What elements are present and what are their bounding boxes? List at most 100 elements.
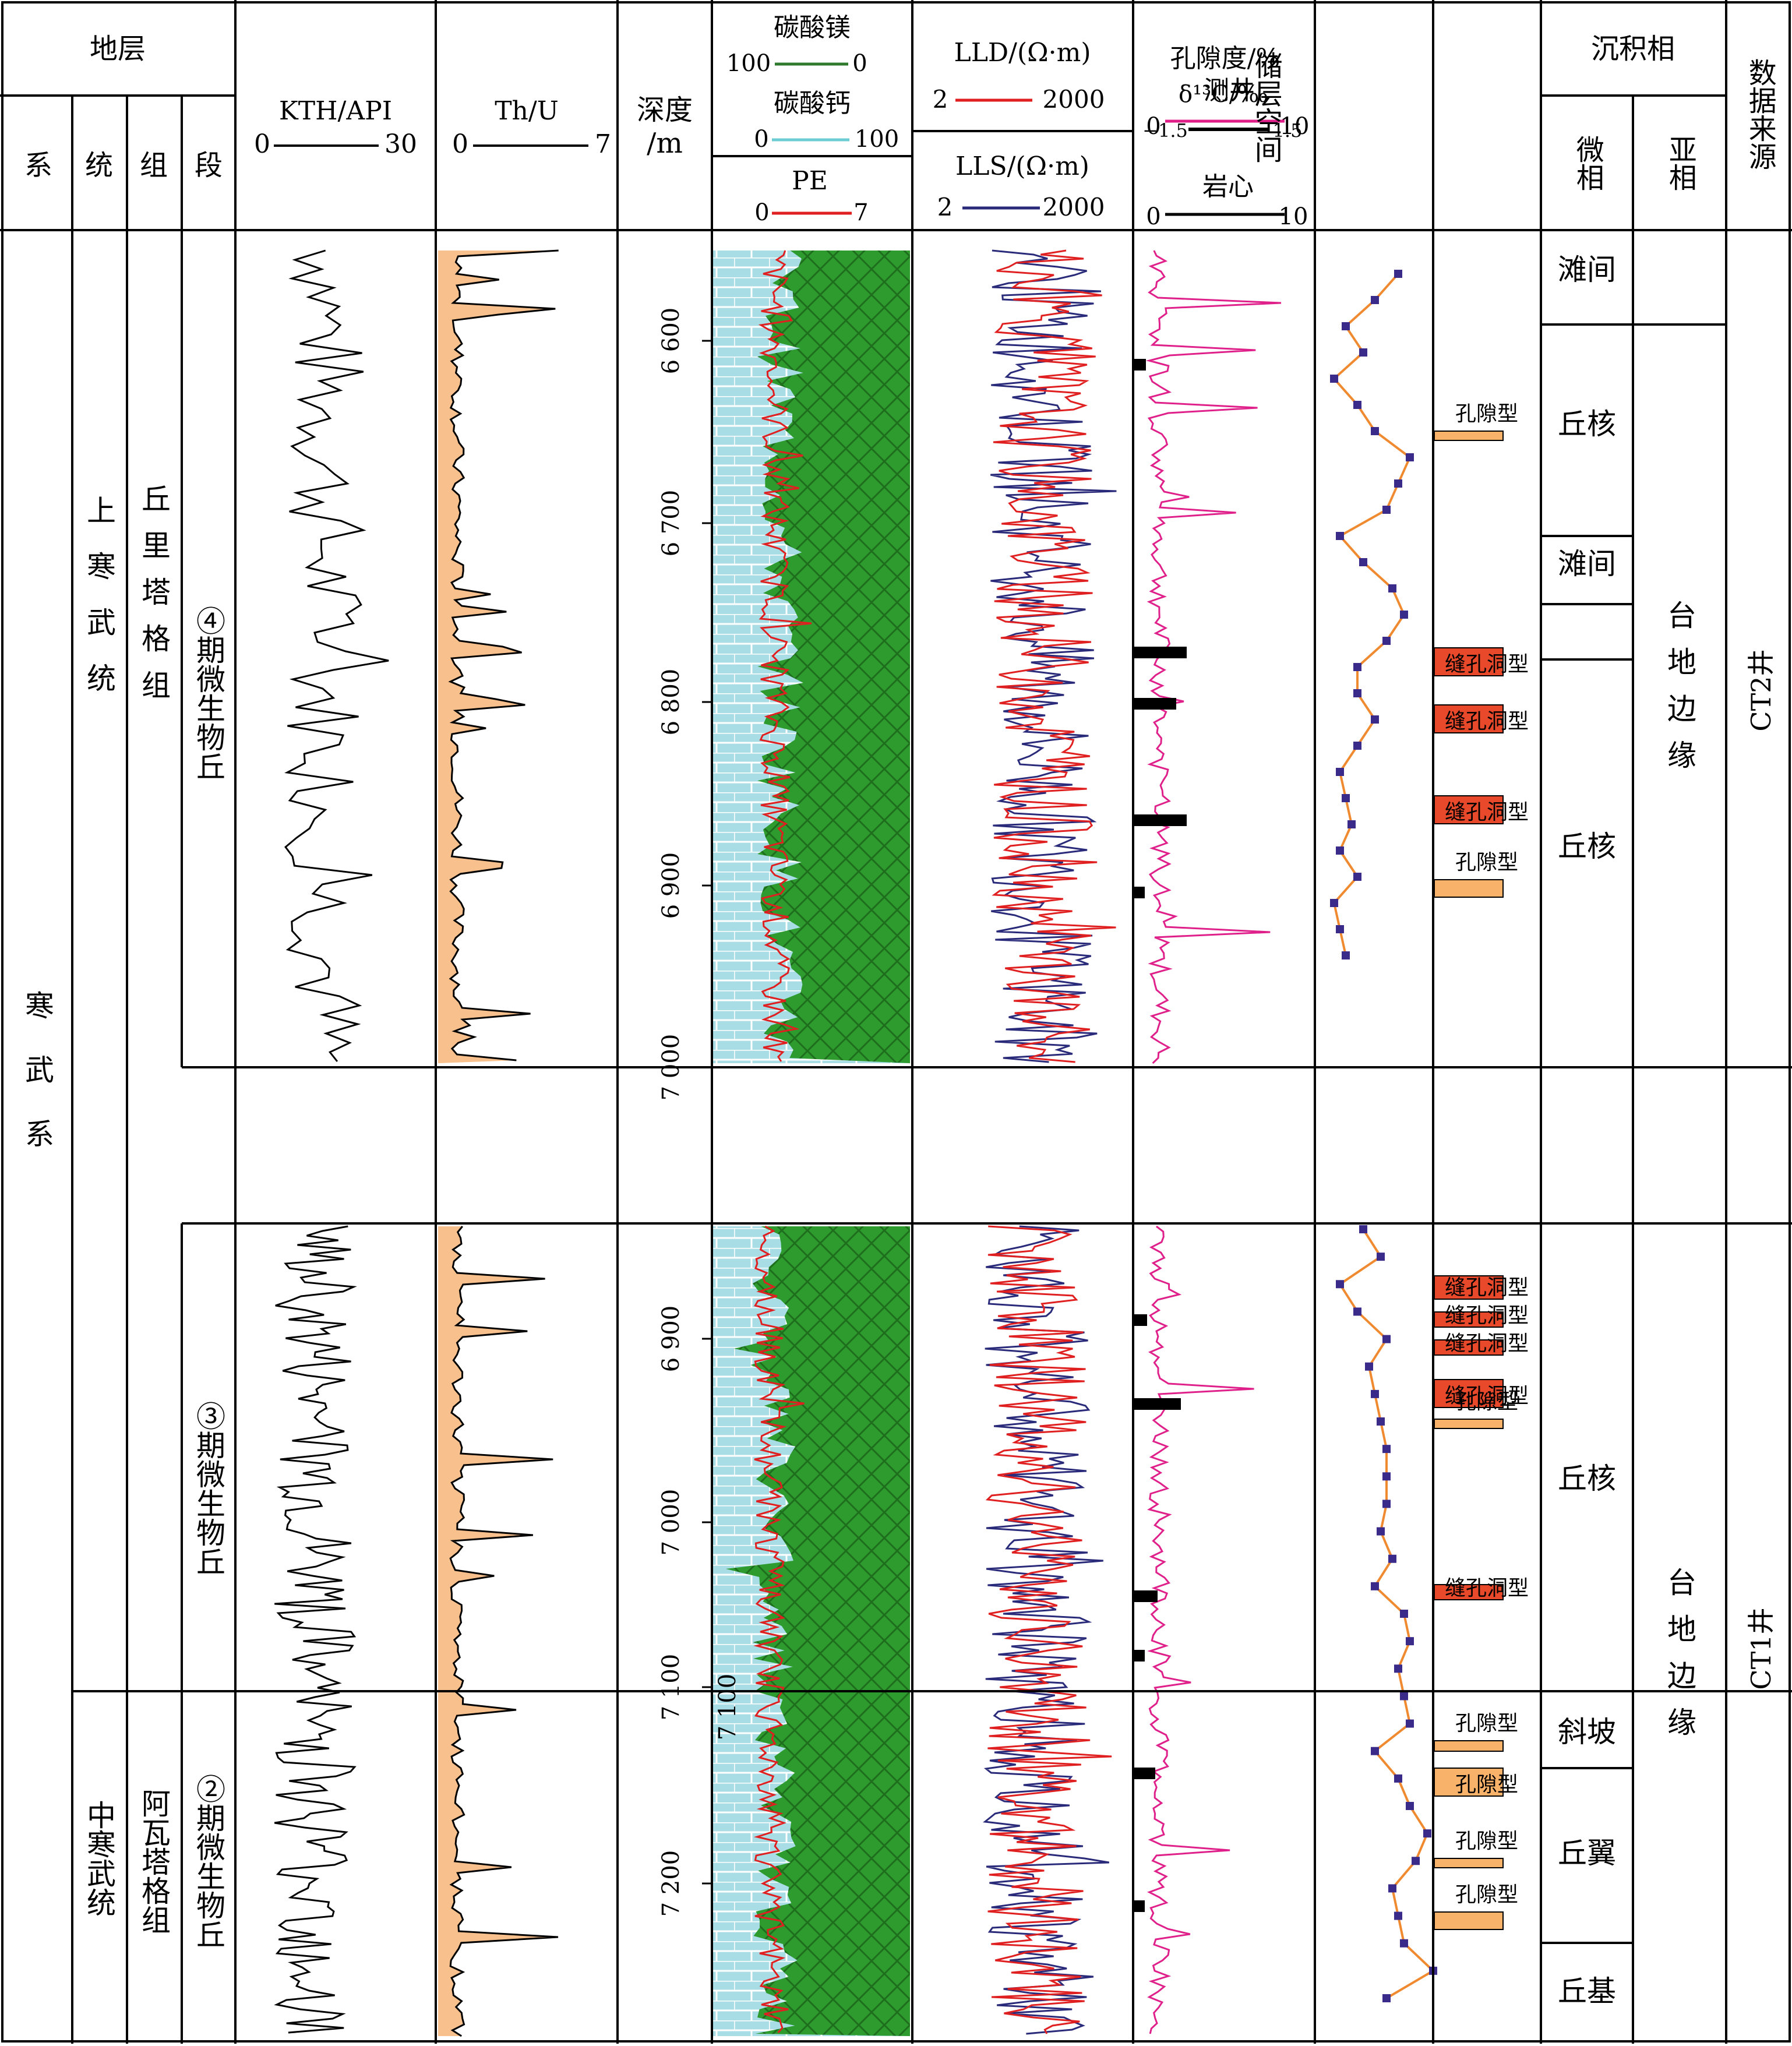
d13c-title: δ¹³C/‰ bbox=[1179, 81, 1268, 108]
d13c-point bbox=[1382, 1472, 1391, 1481]
d13c-left: −1.5 bbox=[1142, 119, 1188, 142]
reservoir-interval bbox=[1434, 431, 1504, 441]
reservoir-label: 孔隙型 bbox=[1455, 1390, 1518, 1414]
core-left: 0 bbox=[1146, 203, 1160, 230]
core-porosity-bar bbox=[1134, 359, 1146, 371]
pe-curve bbox=[753, 1225, 805, 2034]
mg-right: 0 bbox=[852, 50, 867, 77]
reservoir-label: 孔隙型 bbox=[1455, 1829, 1518, 1853]
depth-tick-label: 6 800 bbox=[658, 669, 685, 736]
lld-left: 2 bbox=[933, 85, 948, 114]
depth-tick-label: 6 900 bbox=[658, 852, 685, 919]
core-porosity-bar bbox=[1134, 1398, 1181, 1410]
thu-max: 7 bbox=[595, 129, 611, 159]
core-porosity-bar bbox=[1134, 1900, 1145, 1912]
reservoir-label: 孔隙型 bbox=[1455, 1773, 1518, 1797]
d13c-point bbox=[1382, 506, 1391, 514]
d13c-curve bbox=[1332, 273, 1412, 956]
pe-title: PE bbox=[792, 166, 828, 196]
d13c-point bbox=[1382, 1335, 1391, 1343]
stratum-header: 地层 bbox=[90, 33, 146, 65]
microfacies-label: 丘核 bbox=[1558, 407, 1616, 441]
d13c-point bbox=[1359, 558, 1367, 566]
d13c-point bbox=[1359, 348, 1367, 357]
poro-right: 10 bbox=[1280, 113, 1310, 140]
d13c-point bbox=[1336, 925, 1344, 933]
d13c-point bbox=[1406, 1802, 1414, 1810]
lld-right: 2000 bbox=[1043, 85, 1105, 114]
formation-header: 组 bbox=[140, 149, 168, 182]
d13c-point bbox=[1342, 794, 1350, 802]
d13c-point bbox=[1353, 689, 1361, 697]
lls-title: LLS/(Ω·m) bbox=[955, 151, 1089, 181]
lld-curve bbox=[992, 249, 1116, 1063]
reservoir-label: 孔隙型 bbox=[1455, 1712, 1518, 1735]
d13c-point bbox=[1423, 1829, 1431, 1838]
kth-min: 0 bbox=[254, 129, 270, 159]
d13c-point bbox=[1359, 1225, 1367, 1233]
lld-curve bbox=[985, 1225, 1112, 2034]
d13c-point bbox=[1371, 427, 1379, 435]
core-porosity-bar bbox=[1134, 1650, 1145, 1662]
d13c-point bbox=[1371, 1389, 1379, 1398]
d13c-point bbox=[1388, 584, 1396, 592]
reservoir-interval bbox=[1434, 1858, 1504, 1868]
upper-series-label: 上寒武统 bbox=[82, 495, 116, 719]
d13c-point bbox=[1353, 742, 1361, 750]
d13c-point bbox=[1371, 715, 1379, 724]
lls-curve bbox=[990, 249, 1117, 1063]
lls-right: 2000 bbox=[1043, 193, 1105, 221]
system-header: 系 bbox=[24, 149, 52, 182]
reservoir-interval bbox=[1434, 1584, 1504, 1600]
reservoir-label: 孔隙型 bbox=[1455, 851, 1518, 874]
reservoir-label: 缝孔洞型 bbox=[1445, 652, 1529, 676]
reservoir-label: 孔隙型 bbox=[1455, 1883, 1518, 1907]
d13c-point bbox=[1353, 663, 1361, 671]
thu-min: 0 bbox=[452, 129, 468, 159]
poro-sub: 测井 bbox=[1204, 76, 1255, 105]
mg-left: 100 bbox=[726, 50, 771, 77]
lld-title: LLD/(Ω·m) bbox=[954, 38, 1091, 68]
d13c-point bbox=[1377, 1253, 1385, 1261]
depth-tick-label: 7 100 bbox=[714, 1674, 741, 1741]
depth-title: 深度 bbox=[637, 94, 693, 126]
member3-label: ③期微生物丘 bbox=[192, 1401, 225, 1576]
reservoir-interval bbox=[1434, 795, 1504, 824]
pe-right: 7 bbox=[853, 199, 868, 226]
reservoir-interval bbox=[1434, 1379, 1504, 1408]
header: 地层 系 统 组 段 KTH/API 0 30 Th/U 0 7 深度 /m 碳… bbox=[24, 13, 1675, 230]
microfacies-label: 丘核 bbox=[1558, 830, 1616, 863]
reservoir-label: 缝孔洞型 bbox=[1445, 1332, 1529, 1356]
ca-left: 0 bbox=[754, 126, 768, 153]
reservoir-interval bbox=[1434, 1740, 1504, 1752]
d13c-point bbox=[1377, 1417, 1385, 1426]
d13c-point bbox=[1406, 1637, 1414, 1646]
thu-fill bbox=[438, 251, 559, 1063]
depth-tick-label: 6 600 bbox=[658, 308, 685, 375]
d13c-point bbox=[1382, 1994, 1391, 2002]
reservoir-interval bbox=[1434, 704, 1504, 733]
d13c-point bbox=[1400, 1692, 1408, 1701]
microfacies-label: 丘翼 bbox=[1558, 1836, 1616, 1870]
reservoir-label: 缝孔洞型 bbox=[1445, 1384, 1529, 1408]
core-porosity-bar bbox=[1134, 1314, 1147, 1326]
d13c-point bbox=[1388, 1884, 1396, 1893]
reservoir-interval bbox=[1434, 1275, 1504, 1300]
reservoir-header: 储层空间 bbox=[1249, 51, 1282, 163]
poro-title: 孔隙度/% bbox=[1170, 44, 1280, 73]
ca-right: 100 bbox=[855, 126, 899, 153]
d13c-point bbox=[1336, 768, 1344, 776]
microfacies-label: 滩间 bbox=[1558, 547, 1616, 581]
d13c-curve bbox=[1338, 1228, 1435, 1999]
pe-curve bbox=[758, 250, 812, 1062]
core-porosity-bar bbox=[1134, 1590, 1158, 1602]
d13c-point bbox=[1371, 296, 1379, 304]
mg-title: 碳酸镁 bbox=[774, 13, 851, 43]
core-porosity-bar bbox=[1134, 698, 1176, 710]
depth-tick-label: 7 000 bbox=[658, 1034, 685, 1101]
microfacies-label: 丘核 bbox=[1558, 1462, 1616, 1495]
microfacies-label: 斜坡 bbox=[1558, 1715, 1616, 1749]
d13c-point bbox=[1406, 453, 1414, 461]
